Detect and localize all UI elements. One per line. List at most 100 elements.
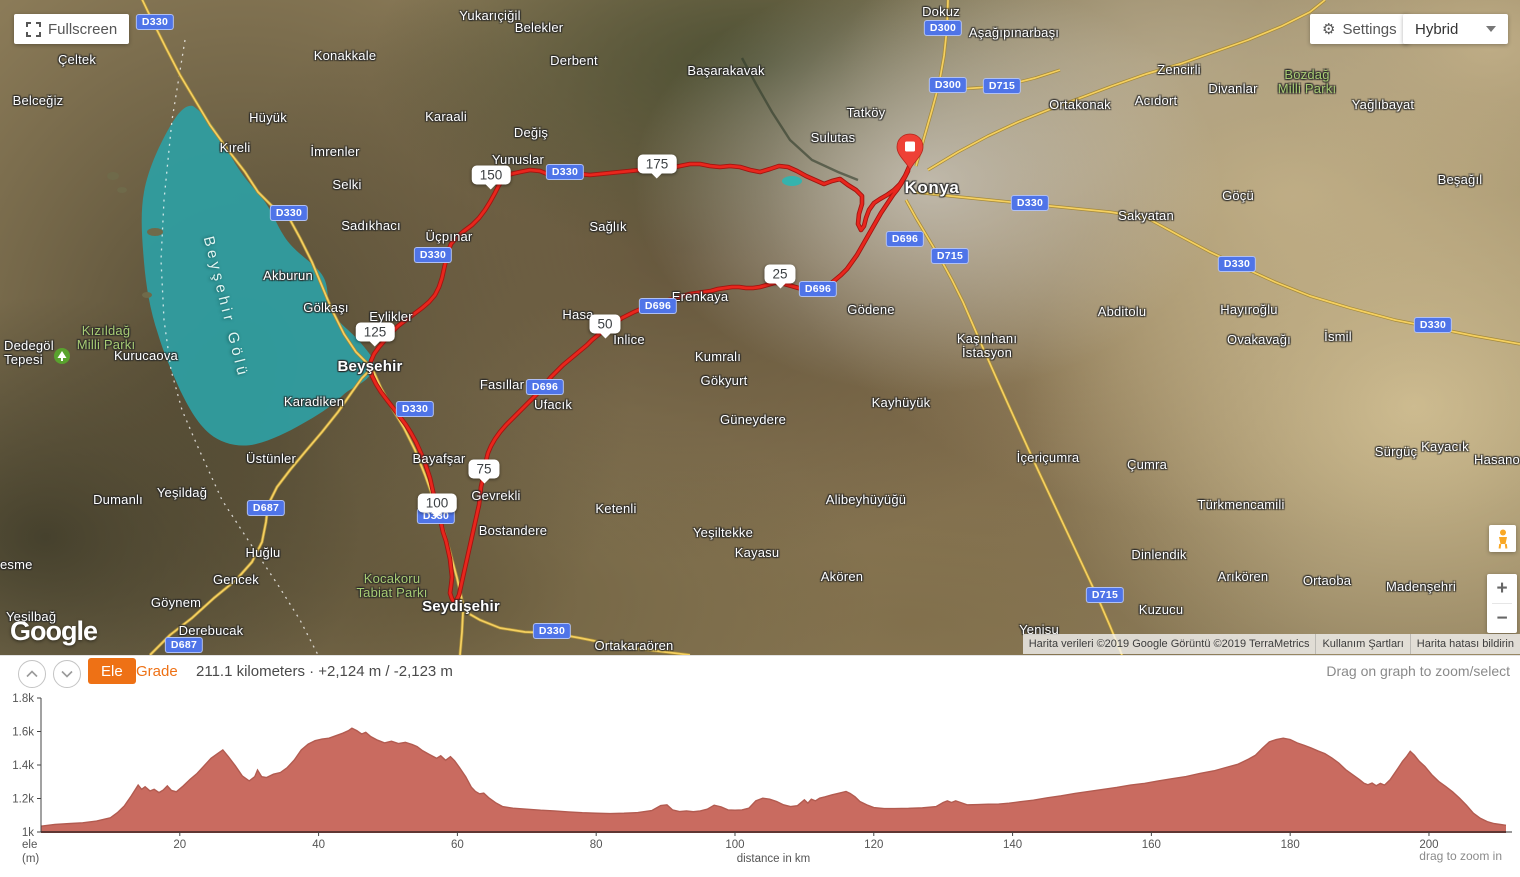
road-badge: D715: [930, 248, 970, 264]
elevation-chart[interactable]: 1k 1.2k 1.4k 1.6k 1.8k 20 40 60 80 100 120 140 160 18…: [0, 656, 1520, 877]
map-place-label: Yukarıçiğil: [459, 8, 521, 23]
fullscreen-icon: [26, 21, 41, 37]
road-line: [927, 0, 1326, 171]
map-place-label: Derbent: [550, 53, 598, 68]
road-line: [141, 0, 373, 369]
map-place-label: Yeşiltekke: [692, 525, 754, 540]
map-place-label: Tatköy: [846, 105, 886, 120]
collapse-up-button[interactable]: [18, 660, 46, 688]
google-logo: Google: [10, 616, 98, 646]
map-place-label: Değiş: [513, 125, 549, 140]
road-badge: D330: [1010, 195, 1050, 211]
map-overlay-svg: [54, 0, 1520, 655]
map-place-label: Gökyurt: [700, 373, 748, 388]
map-place-label: Akören: [820, 569, 864, 584]
report-error-link[interactable]: Harita hatası bildirin: [1409, 634, 1520, 654]
x-tick-label: 40: [312, 839, 325, 851]
map-place-label: Acıdort: [1134, 93, 1178, 108]
zoom-in-button[interactable]: +: [1496, 577, 1508, 599]
map-place-label: Ufacık: [533, 397, 573, 412]
map-place-label: Karaali: [425, 109, 467, 124]
map-canvas[interactable]: Çeltek Belceğiz Konakkale Hüyük Kıreli İmrenl…: [0, 0, 1520, 655]
x-tick-label: 160: [1142, 839, 1161, 851]
map-place-label: Hasano: [1473, 452, 1520, 467]
y-axis-unit-label: (m): [22, 853, 39, 865]
map-place-label: esme: [0, 557, 33, 572]
road-badge: D330: [545, 164, 585, 180]
map-place-label: Konakkale: [313, 48, 377, 63]
chevron-down-icon: [1486, 26, 1496, 32]
zoom-control: + −: [1487, 574, 1517, 633]
collapse-down-button[interactable]: [53, 660, 81, 688]
map-place-label: Hayıroğlu: [1220, 302, 1278, 317]
map-place-label: Beşağıl: [1437, 172, 1483, 187]
map-place-label: Kaşınhanı İstasyon: [956, 331, 1018, 360]
road-badge: D687: [164, 637, 204, 653]
road-badge: D715: [982, 78, 1022, 94]
route-casing: [367, 161, 912, 606]
map-park-label: Kocakoru Tabiat Parkı: [356, 571, 428, 600]
road-badge: D715: [1085, 587, 1125, 603]
road-casing: [458, 611, 465, 655]
x-axis-label: distance in km: [737, 853, 811, 865]
map-place-label: Çumra: [1126, 457, 1168, 472]
y-tick-label: 1k: [22, 827, 34, 839]
map-place-label: Yağlıbayat: [1351, 97, 1415, 112]
route-line: [368, 162, 911, 605]
lake-island: [147, 228, 163, 236]
tab-elevation[interactable]: Ele: [88, 658, 136, 684]
zoom-out-button[interactable]: −: [1496, 607, 1508, 629]
map-place-label: Dokuz: [922, 4, 960, 19]
map-park-label: Kızıldağ Milli Parkı: [76, 323, 136, 352]
map-place-label: Göçü: [1222, 188, 1254, 203]
road-badge: D330: [1413, 317, 1453, 333]
map-type-value: Hybrid: [1415, 20, 1459, 38]
map-place-label: Kumralı: [694, 349, 742, 364]
road-badge: D330: [413, 247, 453, 263]
map-place-label: Dumanlı: [93, 492, 143, 507]
x-tick-label: 120: [864, 839, 883, 851]
lake-island: [117, 187, 127, 193]
map-place-label: Bayafşar: [412, 451, 466, 466]
road-casing: [914, 190, 1520, 346]
map-place-label: Seydişehir: [422, 598, 500, 615]
map-place-label: Akburun: [263, 268, 313, 283]
road-badge: D330: [532, 623, 572, 639]
map-place-label: Yeşildağ: [156, 485, 208, 500]
map-place-label: Hasa: [562, 307, 594, 322]
map-place-label: Aşağıpınarbaşı: [968, 25, 1060, 40]
tab-grade[interactable]: Grade: [136, 662, 178, 680]
road-casing: [140, 0, 374, 370]
x-tick-label: 100: [725, 839, 744, 851]
map-place-label: Kıreli: [219, 140, 251, 155]
road-badge: D330: [395, 401, 435, 417]
map-place-label: Üçpınar: [425, 229, 473, 244]
map-place-label: Ovakavağı: [1227, 332, 1291, 347]
route-distance-marker: 75: [468, 459, 500, 479]
map-place-label: Karadiken: [283, 394, 345, 409]
map-place-label: Kayhüyük: [871, 395, 931, 410]
road-badge: D696: [525, 379, 565, 395]
pegman-control[interactable]: [1489, 525, 1516, 552]
map-place-label: Kurucaova: [114, 348, 178, 363]
map-place-label: Madenşehri: [1386, 579, 1456, 594]
terms-link[interactable]: Kullanım Şartları: [1315, 634, 1410, 654]
map-place-label: Çeltek: [57, 52, 97, 67]
map-place-label: Sağlık: [589, 219, 627, 234]
fullscreen-button[interactable]: Fullscreen: [14, 14, 130, 44]
map-place-label: Sadıkhacı: [341, 218, 401, 233]
fullscreen-label: Fullscreen: [48, 20, 118, 38]
y-tick-label: 1.6k: [12, 727, 34, 739]
road-casing: [927, 0, 1326, 172]
map-type-dropdown[interactable]: Hybrid: [1403, 14, 1508, 44]
boundary-dotted-line: [160, 39, 319, 655]
settings-button[interactable]: ⚙ Settings: [1310, 14, 1409, 44]
gear-icon: ⚙: [1322, 21, 1336, 38]
map-place-label: İçeriçumra: [1016, 450, 1080, 465]
map-place-label: Konya: [904, 178, 960, 197]
elevation-header: Ele Grade 211.1 kilometers · +2,124 m / …: [0, 656, 1520, 688]
map-place-label: Erenkaya: [671, 289, 729, 304]
map-place-label: Ortaoba: [1302, 573, 1352, 588]
park-tree-icon: [54, 348, 70, 364]
